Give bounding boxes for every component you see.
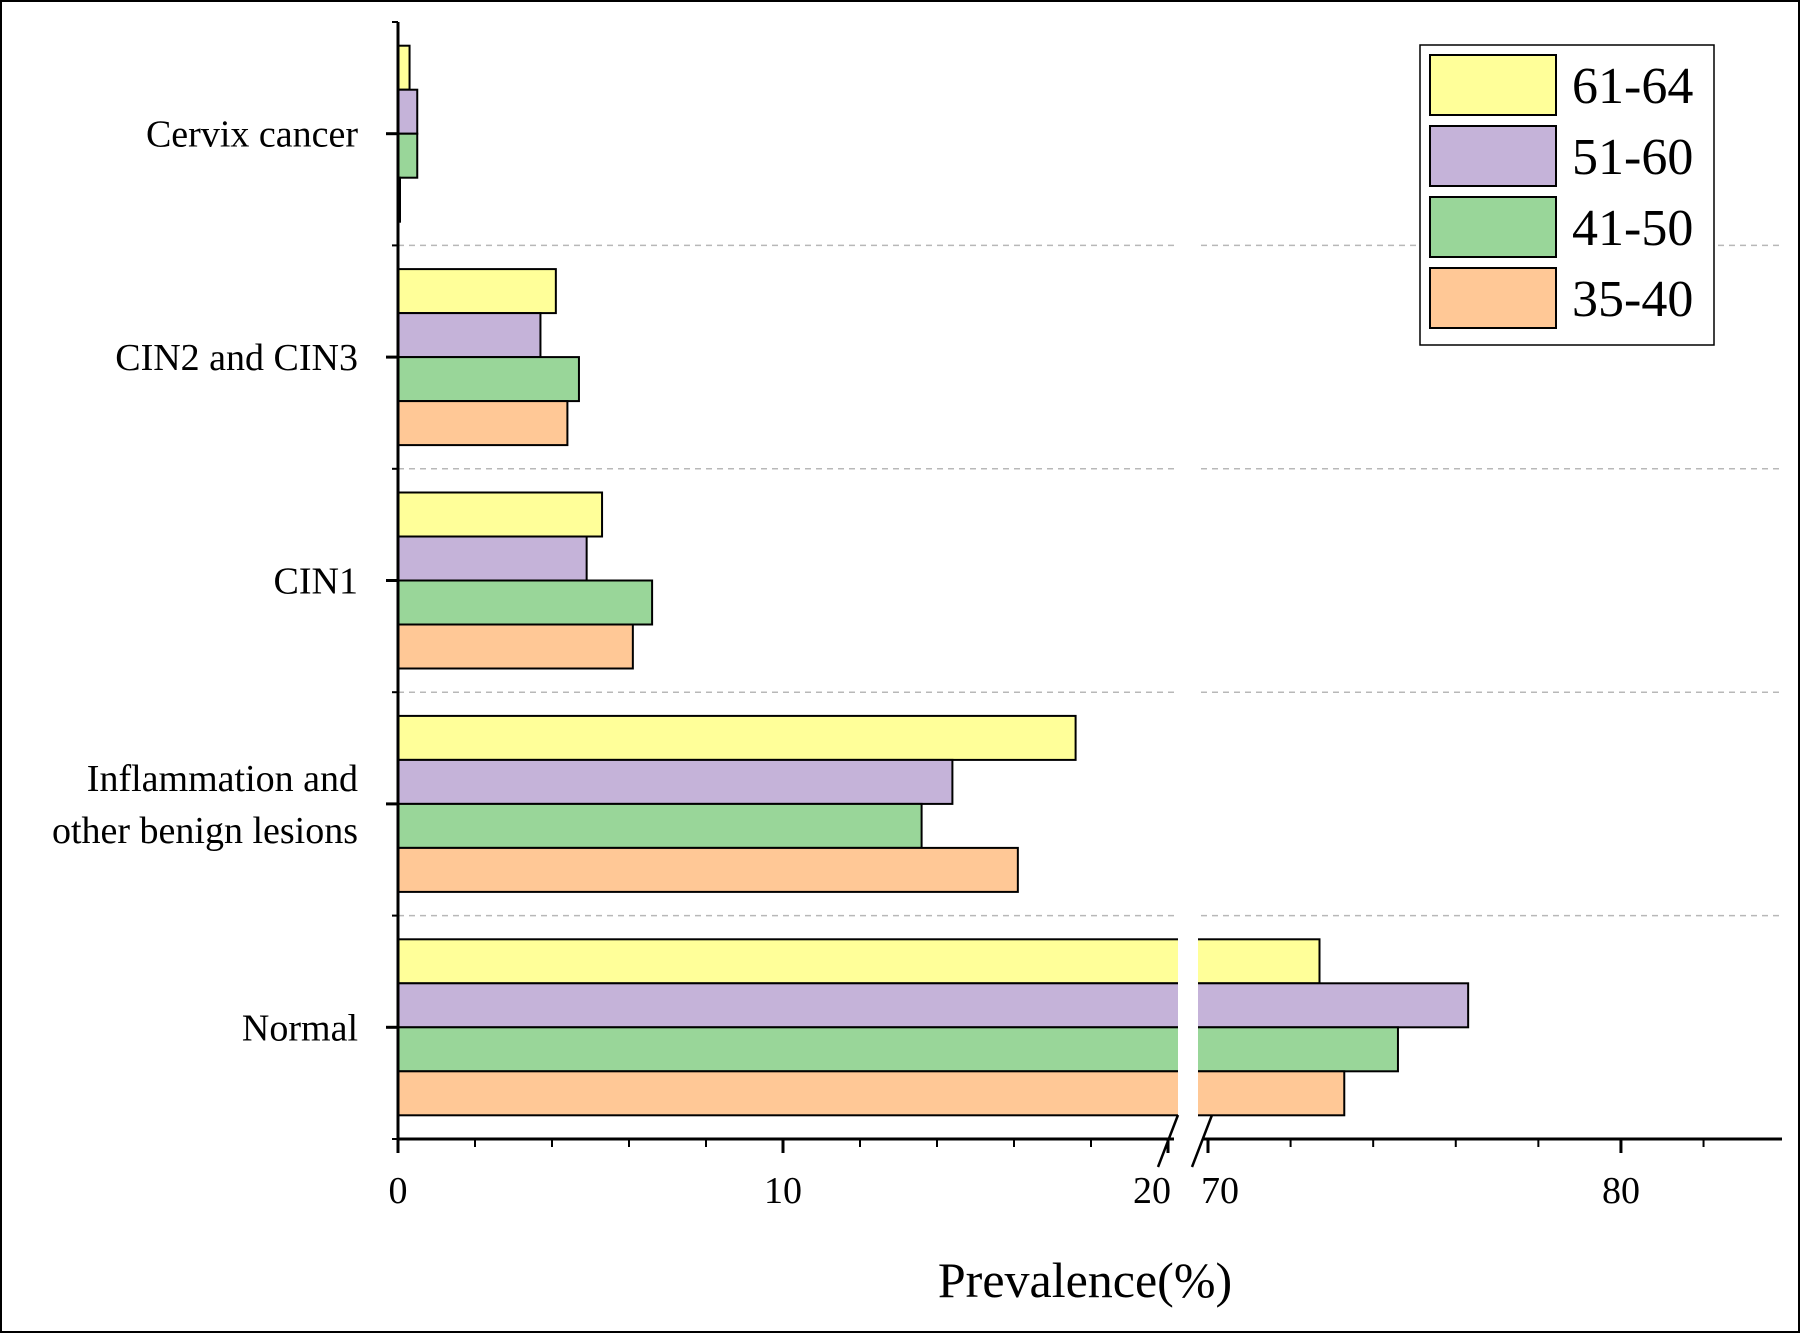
- bar-cin1-35-40: [397, 623, 634, 670]
- legend-swatch-35-40: [1429, 267, 1557, 329]
- category-label-normal: Normal: [242, 1007, 358, 1049]
- bar-inflammation-and-other-benign-lesions-51-60: [397, 758, 954, 805]
- legend-swatch-61-64: [1429, 54, 1557, 116]
- bar-inflammation-and-other-benign-lesions-61-64: [397, 714, 1077, 761]
- x-tick-label: 70: [1201, 1170, 1239, 1212]
- x-tick-label: 80: [1602, 1170, 1640, 1212]
- bar-cervix-cancer-41-50: [397, 132, 419, 179]
- legend-label-51-60: 51-60: [1572, 129, 1693, 186]
- legend: 61-64 51-60 41-50 35-40: [1419, 44, 1715, 346]
- axes: [386, 21, 1782, 1168]
- bar-cin2-and-cin3-41-50: [397, 356, 580, 403]
- x-tick-label: 10: [764, 1170, 802, 1212]
- legend-label-41-50: 41-50: [1572, 200, 1693, 257]
- legend-label-35-40: 35-40: [1572, 271, 1693, 328]
- bar-normal-41-50: [397, 1026, 1399, 1073]
- bar-cin1-51-60: [397, 535, 588, 582]
- category-label-inflammation-and-other-benign-lesions: other benign lesions: [52, 810, 358, 852]
- bar-cervix-cancer-61-64: [397, 44, 411, 91]
- bars: [397, 22, 1470, 1121]
- legend-label-61-64: 61-64: [1572, 58, 1693, 115]
- labels: Cervix cancer CIN2 and CIN3 CIN1 Inflammati…: [52, 114, 1640, 1212]
- axis-break-slash: [1190, 1114, 1214, 1168]
- category-label-inflammation-and-other-benign-lesions: Inflammation and: [87, 758, 358, 800]
- bar-cin2-and-cin3-35-40: [397, 400, 569, 447]
- legend-swatch-51-60: [1429, 125, 1557, 187]
- axis-break-gap: [1178, 22, 1198, 1121]
- bar-cervix-cancer-51-60: [397, 88, 419, 135]
- bar-inflammation-and-other-benign-lesions-35-40: [397, 846, 1019, 893]
- category-label-cin1: CIN1: [274, 561, 358, 603]
- x-axis-title: Prevalence(%): [938, 1252, 1232, 1308]
- bar-normal-35-40: [397, 1070, 1346, 1117]
- bar-cin1-41-50: [397, 579, 654, 626]
- bar-cin2-and-cin3-51-60: [397, 312, 542, 359]
- category-label-cervix-cancer: Cervix cancer: [146, 114, 358, 156]
- bar-inflammation-and-other-benign-lesions-41-50: [397, 802, 923, 849]
- bar-cin1-61-64: [397, 491, 604, 538]
- category-label-cin2-and-cin3: CIN2 and CIN3: [115, 337, 358, 379]
- legend-swatch-41-50: [1429, 196, 1557, 258]
- bar-normal-61-64: [397, 938, 1321, 985]
- x-tick-label: 0: [389, 1170, 408, 1212]
- bar-normal-51-60: [397, 982, 1470, 1029]
- x-tick-label: 20: [1133, 1170, 1171, 1212]
- bar-cin2-and-cin3-61-64: [397, 268, 557, 315]
